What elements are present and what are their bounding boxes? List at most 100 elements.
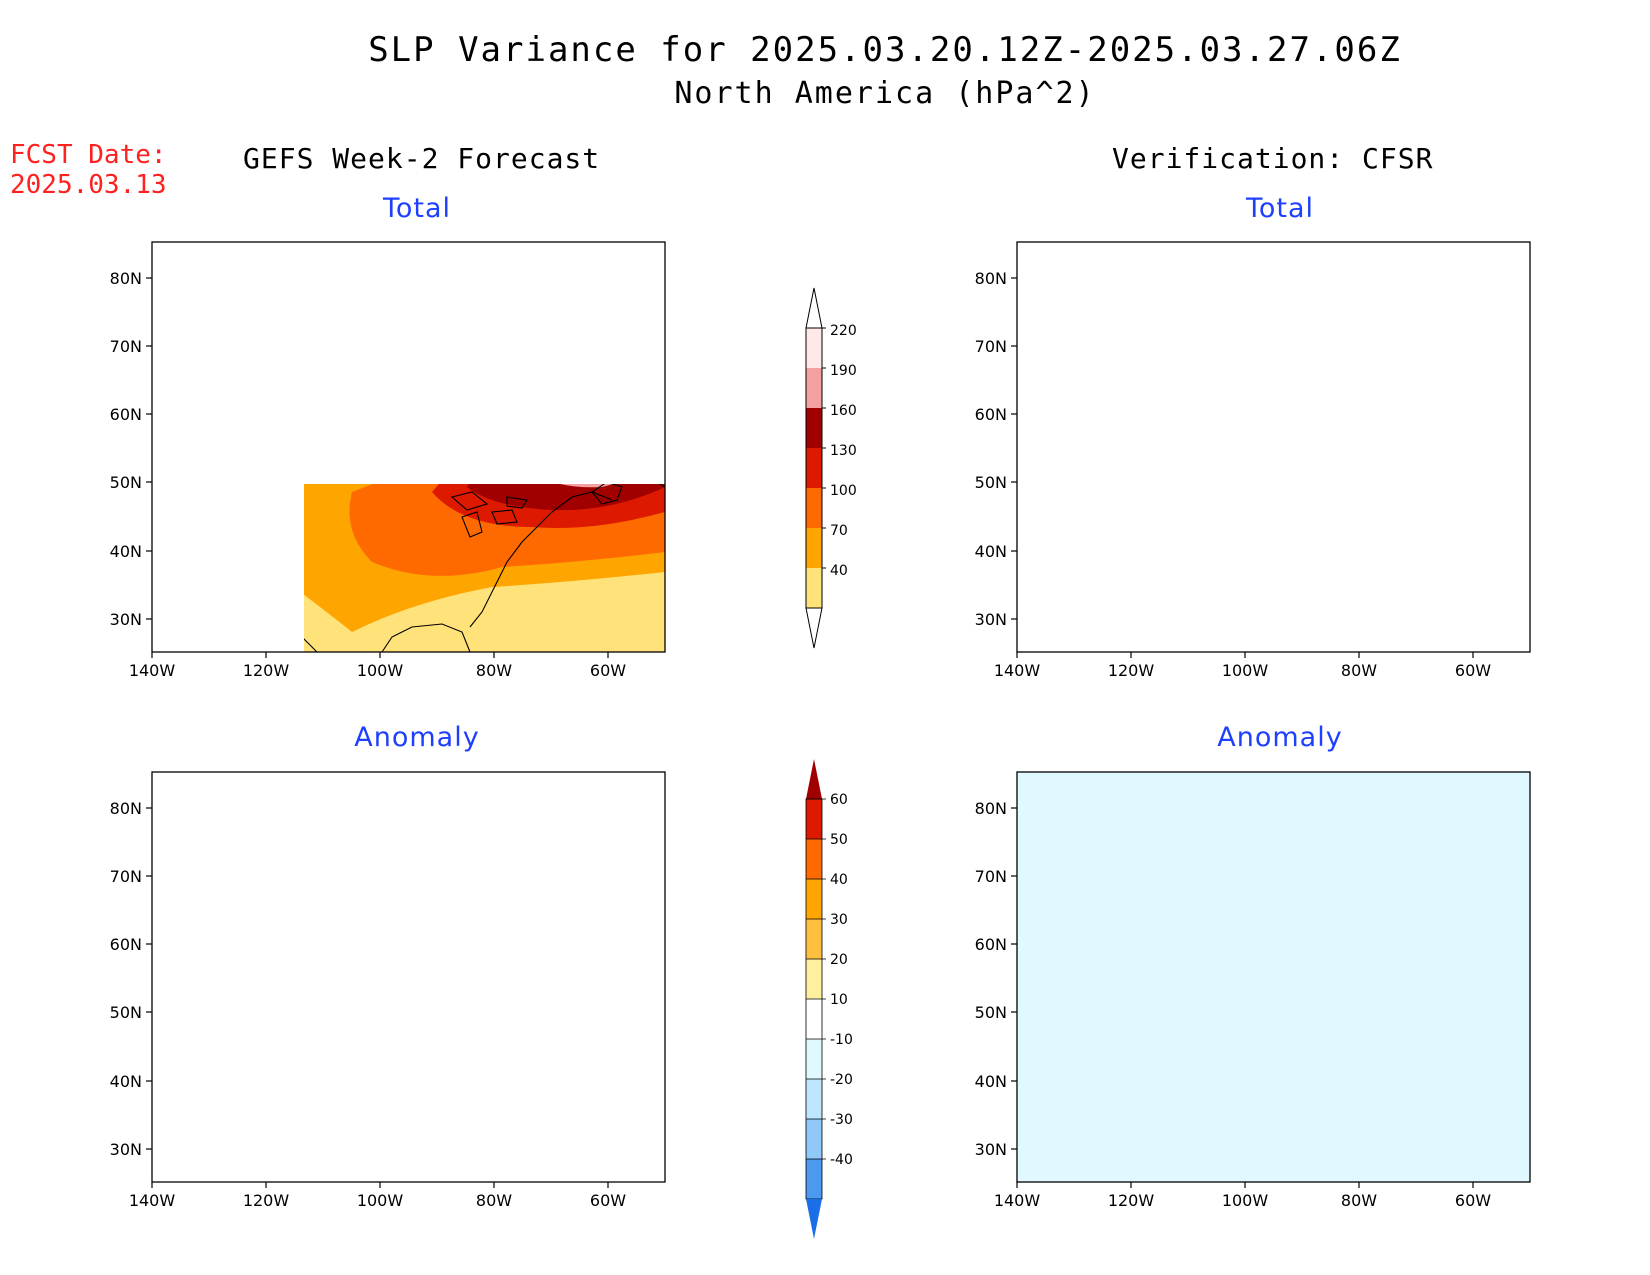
colorbar-anomaly-bottom-arrow: [806, 1199, 822, 1239]
panel-title-forecast-total: Total: [382, 193, 452, 224]
colorbar-total-box: [806, 448, 822, 488]
colorbar-total-box: [806, 528, 822, 568]
lon-tick-label-fa: 120W: [243, 1191, 290, 1210]
lon-tick-label-fa: 80W: [476, 1191, 512, 1210]
colorbar-anomaly-box: [806, 999, 822, 1039]
lat-tick-label-va: 50N: [975, 1003, 1007, 1022]
fcst-date-value: 2025.03.13: [10, 170, 167, 200]
column-heading-forecast: GEFS Week-2 Forecast: [243, 142, 601, 175]
lon-tick-label-vt: 60W: [1455, 661, 1491, 680]
panel-title-verification-anomaly: Anomaly: [1217, 722, 1343, 753]
colorbar-anomaly-box: [806, 1119, 822, 1159]
colorbar-total-box: [806, 368, 822, 408]
colorbar-anomaly-label: 10: [830, 992, 848, 1008]
colorbar-total-label: 220: [830, 323, 857, 339]
colorbar-anomaly: 60 50 40 30 20 10 -10 -20 -30 -40: [805, 759, 853, 1239]
lat-tick-label-vt: 60N: [975, 405, 1007, 424]
lon-tick-label-ft: 120W: [243, 661, 290, 680]
colorbar-total-label: 160: [830, 403, 857, 419]
colorbar-anomaly-box: [806, 959, 822, 999]
colorbar-total-label: 40: [830, 563, 848, 579]
colorbar-anomaly-label: -20: [830, 1072, 853, 1088]
colorbar-anomaly-box: [806, 839, 822, 879]
lon-tick-label-vt: 80W: [1341, 661, 1377, 680]
lon-tick-label-ft: 100W: [357, 661, 404, 680]
colorbar-total-box: [806, 488, 822, 528]
colorbar-anomaly-box: [806, 919, 822, 959]
lat-tick-label-vt: 70N: [975, 337, 1007, 356]
lon-tick-label-va: 120W: [1108, 1191, 1155, 1210]
colorbar-total-label: 130: [830, 443, 857, 459]
colorbar-total-box: [806, 568, 822, 608]
main-subtitle: North America (hPa^2): [674, 76, 1096, 111]
lat-tick-label-va: 80N: [975, 799, 1007, 818]
colorbar-total-box: [806, 328, 822, 368]
lat-tick-label-ft: 80N: [110, 269, 142, 288]
map-forecast-anomaly: [151, 771, 666, 1183]
axis-labels: 80N 70N 60N 50N 40N 30N 140W 120W 100W 80W 60W 80N 7…: [110, 269, 1492, 1210]
lon-tick-label-ft: 80W: [476, 661, 512, 680]
lon-tick-label-va: 100W: [1222, 1191, 1269, 1210]
lon-tick-label-fa: 60W: [590, 1191, 626, 1210]
fcst-date-block: FCST Date: 2025.03.13: [10, 140, 167, 200]
map-verification-total: [1016, 241, 1531, 653]
lat-tick-label-ft: 50N: [110, 473, 142, 492]
lat-tick-label-fa: 80N: [110, 799, 142, 818]
fcst-date-label: FCST Date:: [10, 140, 167, 170]
colorbar-total-top-arrow: [805, 287, 823, 329]
colorbar-anomaly-box: [806, 1079, 822, 1119]
main-title: SLP Variance for 2025.03.20.12Z-2025.03.…: [368, 30, 1402, 70]
lat-tick-label-vt: 80N: [975, 269, 1007, 288]
lat-tick-label-vt: 40N: [975, 542, 1007, 561]
colorbar-anomaly-box: [806, 1159, 822, 1199]
colorbar-total-label: 100: [830, 483, 857, 499]
lon-tick-label-ft: 140W: [129, 661, 176, 680]
lon-tick-label-va: 80W: [1341, 1191, 1377, 1210]
lat-tick-label-ft: 60N: [110, 405, 142, 424]
lat-tick-label-fa: 40N: [110, 1072, 142, 1091]
lat-tick-label-vt: 30N: [975, 610, 1007, 629]
colorbar-anomaly-top-arrow: [806, 759, 822, 799]
colorbar-anomaly-label: -10: [830, 1032, 853, 1048]
lat-tick-label-ft: 40N: [110, 542, 142, 561]
column-heading-verification: Verification: CFSR: [1112, 142, 1434, 175]
colorbar-total-label: 190: [830, 363, 857, 379]
colorbar-anomaly-label: 60: [830, 792, 848, 808]
colorbar-anomaly-box: [806, 1039, 822, 1079]
lon-tick-label-vt: 140W: [994, 661, 1041, 680]
lon-tick-label-va: 140W: [994, 1191, 1041, 1210]
panel-title-forecast-anomaly: Anomaly: [354, 722, 480, 753]
lat-tick-label-va: 40N: [975, 1072, 1007, 1091]
lat-tick-label-va: 60N: [975, 935, 1007, 954]
colorbar-anomaly-box: [806, 879, 822, 919]
colorbar-total: 220 190 160 130 100 70 40: [805, 287, 857, 649]
colorbar-total-label: 70: [830, 523, 848, 539]
map-forecast-total: [151, 241, 666, 653]
lon-tick-label-vt: 120W: [1108, 661, 1155, 680]
lon-tick-label-fa: 140W: [129, 1191, 176, 1210]
colorbar-anomaly-label: 30: [830, 912, 848, 928]
lat-tick-label-fa: 60N: [110, 935, 142, 954]
colorbar-anomaly-label: 50: [830, 832, 848, 848]
lon-tick-label-fa: 100W: [357, 1191, 404, 1210]
lon-tick-label-va: 60W: [1455, 1191, 1491, 1210]
lat-tick-label-ft: 30N: [110, 610, 142, 629]
lat-tick-label-va: 30N: [975, 1140, 1007, 1159]
colorbar-anomaly-label: 40: [830, 872, 848, 888]
map-verification-anomaly: [1016, 771, 1531, 1183]
colorbar-anomaly-label: -30: [830, 1112, 853, 1128]
colorbar-anomaly-label: 20: [830, 952, 848, 968]
lon-tick-label-ft: 60W: [590, 661, 626, 680]
lat-tick-label-fa: 70N: [110, 867, 142, 886]
panel-title-verification-total: Total: [1245, 193, 1315, 224]
lat-tick-label-fa: 30N: [110, 1140, 142, 1159]
lat-tick-label-va: 70N: [975, 867, 1007, 886]
lat-tick-label-fa: 50N: [110, 1003, 142, 1022]
colorbar-anomaly-label: -40: [830, 1152, 853, 1168]
lat-tick-label-ft: 70N: [110, 337, 142, 356]
colorbar-anomaly-box: [806, 799, 822, 839]
colorbar-total-box: [806, 408, 822, 448]
lon-tick-label-vt: 100W: [1222, 661, 1269, 680]
lat-tick-label-vt: 50N: [975, 473, 1007, 492]
